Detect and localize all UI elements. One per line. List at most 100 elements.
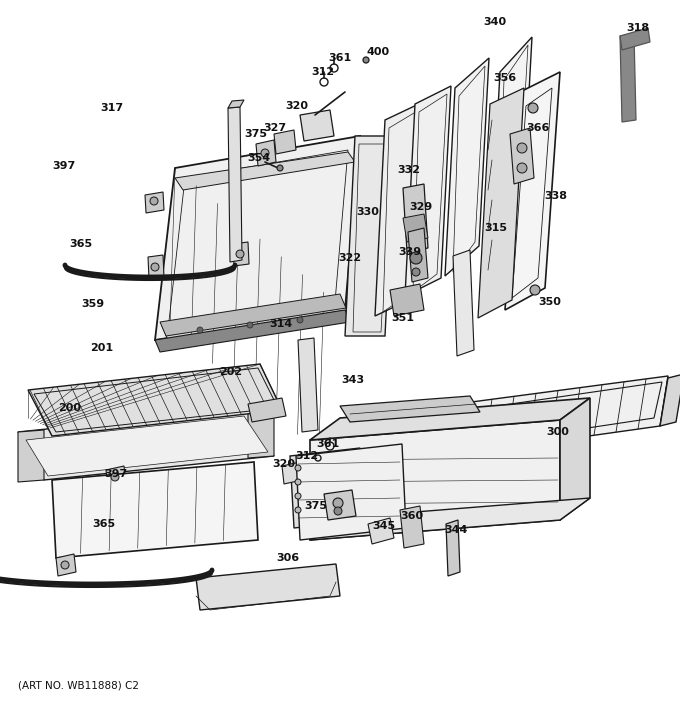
Polygon shape — [296, 444, 406, 540]
Polygon shape — [310, 398, 590, 440]
Polygon shape — [310, 420, 560, 540]
Circle shape — [277, 165, 283, 171]
Text: 329: 329 — [409, 202, 432, 212]
Text: 312: 312 — [295, 451, 318, 461]
Text: 356: 356 — [494, 73, 517, 83]
Polygon shape — [282, 462, 302, 484]
Text: 359: 359 — [82, 299, 105, 309]
Polygon shape — [400, 506, 424, 548]
Polygon shape — [310, 498, 590, 540]
Circle shape — [261, 149, 269, 157]
Circle shape — [334, 507, 342, 515]
Polygon shape — [256, 140, 276, 166]
Text: 351: 351 — [392, 313, 415, 323]
Text: 327: 327 — [263, 123, 286, 133]
Polygon shape — [660, 374, 680, 426]
Polygon shape — [228, 107, 242, 262]
Polygon shape — [18, 408, 274, 480]
Text: 344: 344 — [444, 525, 468, 535]
Circle shape — [61, 561, 69, 569]
Text: 200: 200 — [58, 403, 82, 413]
Circle shape — [236, 250, 244, 258]
Circle shape — [295, 465, 301, 471]
Polygon shape — [345, 136, 395, 336]
Polygon shape — [620, 34, 636, 122]
Polygon shape — [56, 554, 76, 576]
Text: (ART NO. WB11888) C2: (ART NO. WB11888) C2 — [18, 681, 139, 691]
Text: 360: 360 — [401, 511, 424, 521]
Polygon shape — [233, 242, 249, 266]
Text: 332: 332 — [398, 165, 420, 175]
Text: 330: 330 — [356, 207, 379, 217]
Polygon shape — [368, 518, 394, 544]
Circle shape — [295, 479, 301, 485]
Circle shape — [295, 507, 301, 513]
Circle shape — [295, 493, 301, 499]
Polygon shape — [560, 398, 590, 520]
Polygon shape — [510, 128, 534, 184]
Text: 361: 361 — [328, 53, 352, 63]
Polygon shape — [403, 214, 428, 242]
Polygon shape — [300, 110, 334, 141]
Polygon shape — [418, 376, 668, 460]
Polygon shape — [155, 136, 360, 340]
Polygon shape — [274, 130, 296, 154]
Circle shape — [530, 285, 540, 295]
Polygon shape — [160, 294, 346, 336]
Polygon shape — [324, 490, 356, 520]
Polygon shape — [410, 408, 434, 460]
Polygon shape — [162, 296, 347, 340]
Polygon shape — [228, 100, 244, 108]
Text: 366: 366 — [526, 123, 549, 133]
Polygon shape — [148, 255, 164, 279]
Polygon shape — [290, 448, 364, 528]
Polygon shape — [453, 250, 474, 356]
Text: 397: 397 — [52, 161, 75, 171]
Polygon shape — [18, 430, 44, 482]
Polygon shape — [375, 102, 423, 316]
Text: 202: 202 — [220, 367, 243, 377]
Circle shape — [410, 252, 422, 264]
Text: 201: 201 — [90, 343, 114, 353]
Circle shape — [528, 103, 538, 113]
Text: 345: 345 — [373, 521, 396, 531]
Text: 338: 338 — [545, 191, 568, 201]
Polygon shape — [175, 152, 355, 190]
Polygon shape — [478, 88, 524, 318]
Text: 314: 314 — [269, 319, 292, 329]
Text: 322: 322 — [339, 253, 362, 263]
Text: 361: 361 — [316, 439, 339, 449]
Polygon shape — [145, 192, 164, 213]
Polygon shape — [620, 28, 650, 50]
Polygon shape — [248, 406, 274, 458]
Polygon shape — [340, 396, 480, 422]
Text: 375: 375 — [245, 129, 267, 139]
Text: 375: 375 — [305, 501, 328, 511]
Polygon shape — [298, 338, 318, 432]
Circle shape — [111, 473, 119, 481]
Text: 400: 400 — [367, 47, 390, 57]
Text: 317: 317 — [101, 103, 124, 113]
Circle shape — [150, 197, 158, 205]
Polygon shape — [155, 310, 350, 352]
Polygon shape — [408, 228, 428, 282]
Text: 300: 300 — [547, 427, 569, 437]
Circle shape — [197, 327, 203, 333]
Circle shape — [412, 268, 420, 276]
Polygon shape — [446, 520, 460, 576]
Text: 354: 354 — [248, 153, 271, 163]
Circle shape — [517, 143, 527, 153]
Text: 318: 318 — [626, 23, 649, 33]
Polygon shape — [390, 284, 424, 316]
Text: 365: 365 — [92, 519, 116, 529]
Polygon shape — [26, 416, 268, 476]
Text: 312: 312 — [311, 67, 335, 77]
Polygon shape — [196, 564, 340, 610]
Text: 320: 320 — [273, 459, 296, 469]
Circle shape — [151, 263, 159, 271]
Polygon shape — [490, 37, 532, 256]
Polygon shape — [403, 184, 428, 252]
Polygon shape — [445, 58, 489, 276]
Circle shape — [363, 57, 369, 63]
Text: 397: 397 — [104, 469, 128, 479]
